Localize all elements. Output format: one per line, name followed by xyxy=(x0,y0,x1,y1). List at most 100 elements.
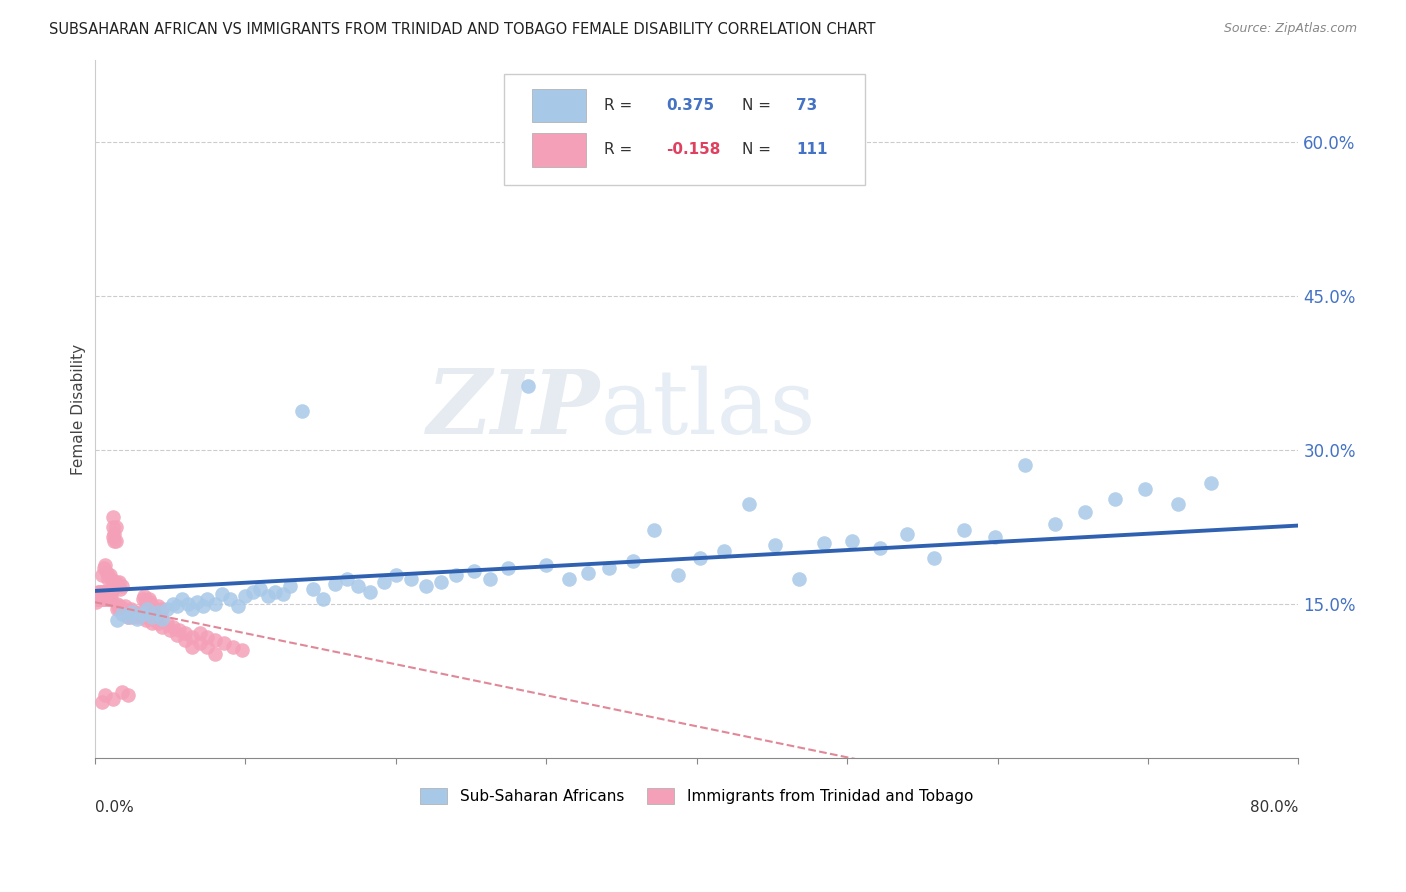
Point xyxy=(101,520,124,534)
Point xyxy=(763,538,786,552)
Point xyxy=(170,592,193,607)
Point xyxy=(125,611,148,625)
Point xyxy=(479,572,502,586)
Point xyxy=(117,688,139,702)
Text: -0.158: -0.158 xyxy=(666,142,721,157)
Point xyxy=(399,572,422,586)
Point xyxy=(271,587,294,601)
Point xyxy=(557,572,579,586)
Point xyxy=(162,597,184,611)
Point xyxy=(156,615,179,630)
Point xyxy=(191,599,214,614)
Point xyxy=(1104,492,1126,507)
Point xyxy=(138,609,160,624)
Point xyxy=(101,530,124,544)
Point xyxy=(91,587,114,601)
Point xyxy=(107,574,129,589)
Point xyxy=(336,572,359,586)
Point xyxy=(98,592,121,607)
Point xyxy=(93,592,115,607)
Point xyxy=(107,602,129,616)
Text: 111: 111 xyxy=(796,142,828,157)
Point xyxy=(156,602,179,616)
Point xyxy=(167,623,190,637)
Text: 0.0%: 0.0% xyxy=(94,800,134,815)
Point xyxy=(100,592,122,607)
Point xyxy=(86,592,108,607)
Point xyxy=(953,523,976,537)
Point xyxy=(111,607,134,622)
Point xyxy=(105,597,128,611)
Point xyxy=(197,592,219,607)
Point xyxy=(312,592,335,607)
Point xyxy=(188,636,211,650)
FancyBboxPatch shape xyxy=(503,73,865,186)
Point xyxy=(100,585,122,599)
Point xyxy=(141,599,163,614)
Point xyxy=(98,568,121,582)
Point xyxy=(146,606,169,620)
Point xyxy=(278,579,301,593)
Point xyxy=(181,640,204,655)
Point xyxy=(84,592,107,607)
Point xyxy=(150,602,173,616)
Point xyxy=(291,404,314,418)
Point xyxy=(122,606,145,620)
Point xyxy=(108,582,131,596)
Point xyxy=(125,609,148,624)
Point xyxy=(136,602,159,616)
Point xyxy=(101,509,124,524)
Point xyxy=(249,582,271,596)
Point xyxy=(94,585,117,599)
Point xyxy=(1014,458,1036,473)
Point xyxy=(91,585,114,599)
Point xyxy=(181,630,204,644)
Point xyxy=(689,551,711,566)
Point xyxy=(132,607,155,622)
Point xyxy=(87,585,110,599)
Point xyxy=(112,602,135,616)
Point xyxy=(141,615,163,630)
Point xyxy=(136,599,159,614)
Point xyxy=(924,551,946,566)
Point xyxy=(111,579,134,593)
Text: 80.0%: 80.0% xyxy=(1250,800,1299,815)
Point xyxy=(301,582,323,596)
Point xyxy=(517,379,540,393)
Point xyxy=(96,589,118,603)
Point xyxy=(90,589,112,603)
Point xyxy=(415,579,437,593)
Point xyxy=(347,579,370,593)
Point xyxy=(90,585,112,599)
Point xyxy=(87,589,110,603)
Point xyxy=(1199,475,1222,490)
Point xyxy=(138,592,160,607)
Point xyxy=(384,568,406,582)
Point xyxy=(188,626,211,640)
Point xyxy=(93,585,115,599)
Point xyxy=(813,535,835,549)
Point xyxy=(94,558,117,573)
Point xyxy=(212,636,235,650)
Point xyxy=(498,561,520,575)
Point xyxy=(166,628,188,642)
Point xyxy=(150,620,173,634)
Text: 73: 73 xyxy=(796,98,818,113)
Point xyxy=(869,541,891,555)
Point xyxy=(143,602,166,616)
Point xyxy=(162,620,184,634)
Point xyxy=(118,606,141,620)
Point xyxy=(264,585,287,599)
Point xyxy=(135,595,157,609)
Text: ZIP: ZIP xyxy=(427,366,600,452)
Point xyxy=(134,589,156,603)
Point xyxy=(91,592,114,607)
Point xyxy=(114,599,136,614)
Point xyxy=(115,606,138,620)
Point xyxy=(103,579,125,593)
Point xyxy=(132,592,155,607)
Point xyxy=(713,543,735,558)
Point xyxy=(598,561,620,575)
Point xyxy=(146,599,169,614)
Point xyxy=(104,574,127,589)
